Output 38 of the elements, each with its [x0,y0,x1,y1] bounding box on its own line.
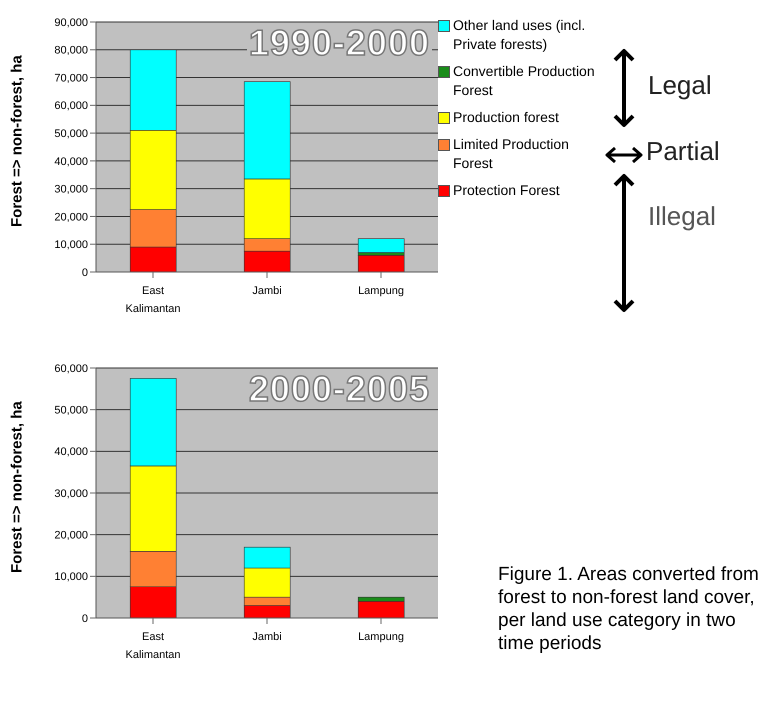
y-tick-label: 30,000 [54,184,88,196]
legend-label: Production forest [453,108,559,127]
y-tick-label: 50,000 [54,128,88,140]
legend-label: Convertible Production Forest [453,62,596,100]
y-tick-label: 0 [82,612,88,625]
text: Illegal [648,201,716,232]
chart-title: 1990-2000 [246,22,432,63]
chart-title: 2000-2005 [246,368,432,409]
x-tick-label: Jambi [252,631,282,643]
y-tick-label: 40,000 [54,156,88,168]
legend-label: Limited Production Forest [453,135,570,173]
x-tick-label: Lampung [358,631,404,643]
y-tick-label: 60,000 [54,100,88,112]
y-tick-label: 10,000 [54,239,88,252]
text: Partial [646,136,720,167]
y-tick-label: 60,000 [54,362,88,375]
y-tick-label: 50,000 [54,404,88,417]
y-axis-title: Forest => non-forest, ha [8,400,26,573]
x-tick-label: East Kalimantan [125,631,181,661]
y-tick-label: 40,000 [54,446,88,458]
x-tick-label: Jambi [252,285,282,297]
y-tick-label: 80,000 [54,44,88,57]
y-tick-label: 0 [82,266,88,279]
y-tick-label: 70,000 [54,72,88,84]
y-tick-label: 90,000 [54,16,88,29]
x-tick-label: Lampung [358,285,404,297]
y-tick-label: 20,000 [54,211,88,224]
legend-label: Other land uses (incl. Private forests) [453,16,586,54]
text: Legal [648,70,712,101]
x-tick-label: East Kalimantan [125,285,181,315]
y-tick-label: 20,000 [54,530,88,542]
caption: Figure 1. Areas converted from forest to non-forest land cover, per land use category in two time periods [498,563,760,655]
y-tick-label: 30,000 [54,488,88,500]
y-axis-title: Forest => non-forest, ha [8,54,26,227]
bar [358,601,404,618]
legend-label: Protection Forest [453,181,560,200]
bar [358,255,404,272]
y-tick-label: 10,000 [54,571,88,584]
